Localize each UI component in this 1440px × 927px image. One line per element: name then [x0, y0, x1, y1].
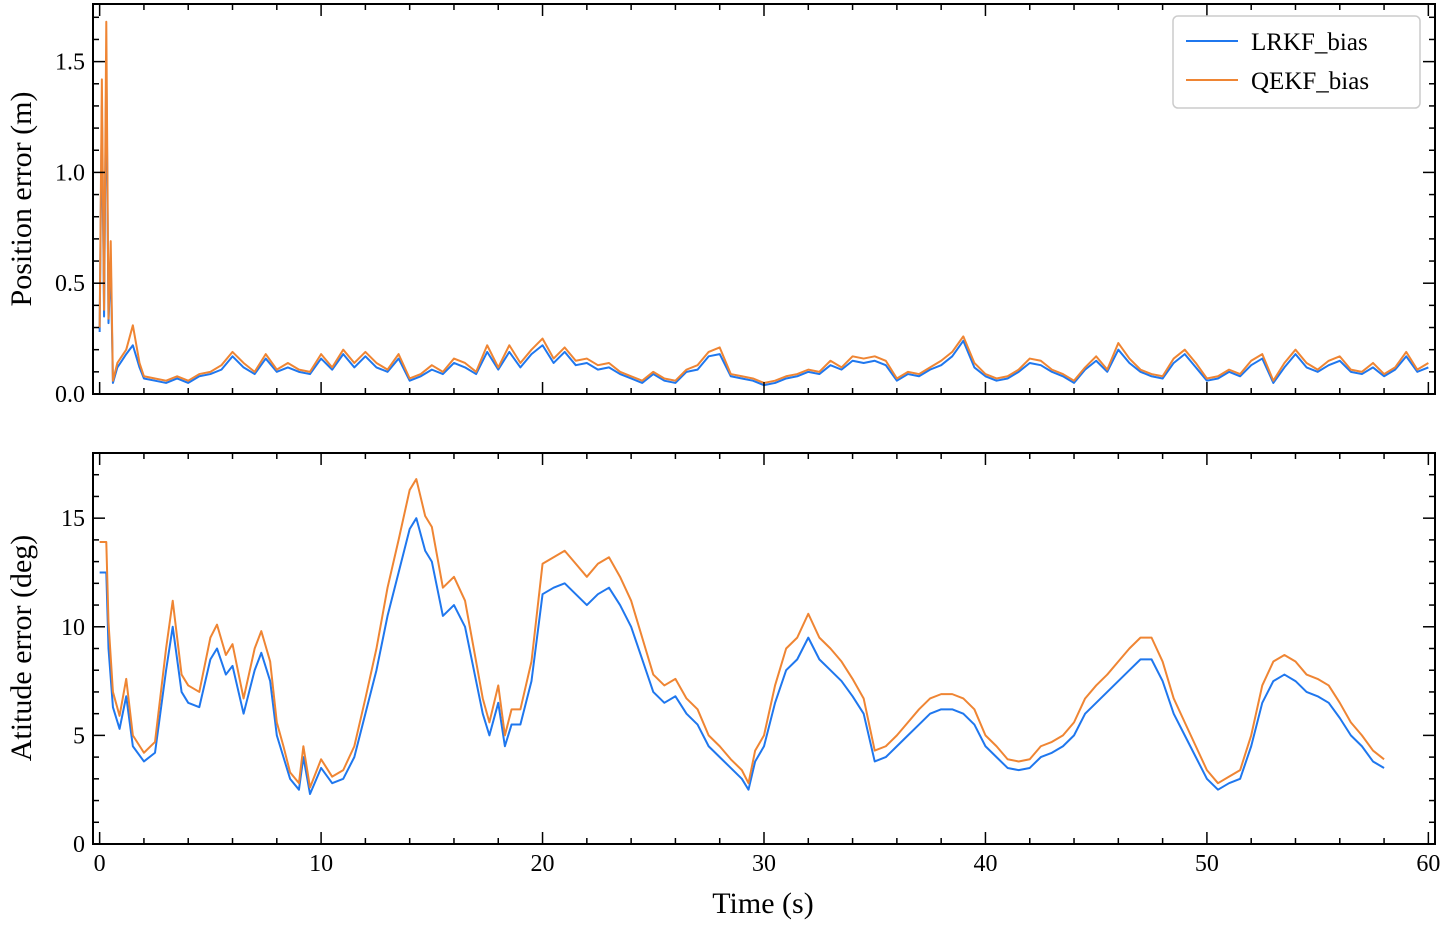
legend-box [1172, 15, 1421, 109]
legend-label-lrkf: LRKF_bias [1251, 29, 1368, 56]
position-y-tick-label: 1.5 [55, 50, 85, 76]
position-y-tick-label: 0.0 [55, 382, 85, 408]
position-plot-frame [92, 3, 1436, 395]
legend-label-qekf: QEKF_bias [1251, 68, 1369, 95]
x-tick-label: 10 [309, 851, 333, 877]
attitude-y-tick-label: 10 [61, 615, 85, 641]
legend: LRKF_bias QEKF_bias [1172, 15, 1421, 109]
position-error-panel: 0.0 0.5 1.0 1.5 Position error (m) LRKF_bia… [5, 3, 1436, 408]
attitude-y-tick-label: 5 [73, 723, 85, 749]
x-tick-label: 0 [94, 851, 106, 877]
position-series-qekf-bias [98, 20, 1429, 384]
attitude-y-tick-label: 15 [61, 506, 85, 532]
position-y-tick-label: 0.5 [55, 271, 85, 297]
position-ticks: 0.0 0.5 1.0 1.5 [55, 4, 1435, 408]
x-tick-label: 20 [531, 851, 555, 877]
attitude-y-axis-label: Atitude error (deg) [5, 535, 38, 762]
position-y-tick-label: 1.0 [55, 160, 85, 186]
attitude-series-qekf-bias [99, 478, 1385, 789]
attitude-plot-frame [92, 452, 1436, 845]
position-series-lines [98, 20, 1429, 387]
x-tick-label: 30 [752, 851, 776, 877]
attitude-series-lrkf-bias [99, 517, 1385, 796]
position-y-axis-label: Position error (m) [5, 92, 38, 307]
attitude-series-lines [99, 478, 1385, 796]
position-series-lrkf-bias [98, 60, 1429, 387]
x-tick-label: 50 [1195, 851, 1219, 877]
x-tick-label: 60 [1416, 851, 1440, 877]
x-tick-label: 40 [973, 851, 997, 877]
x-axis-label: Time (s) [712, 887, 813, 920]
attitude-y-tick-label: 0 [73, 832, 85, 858]
